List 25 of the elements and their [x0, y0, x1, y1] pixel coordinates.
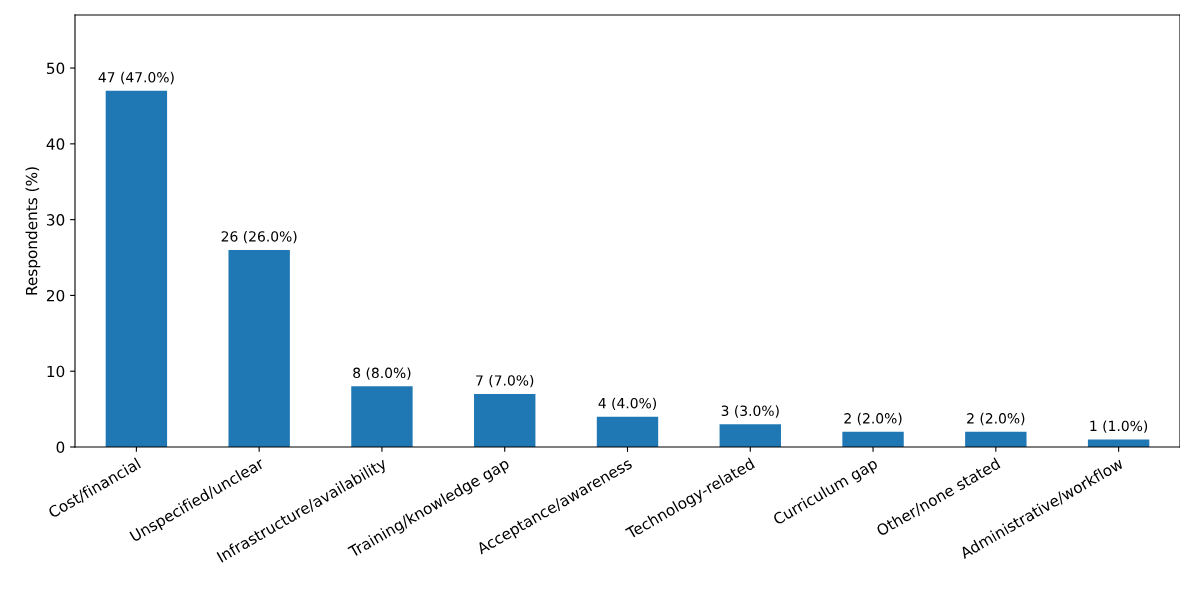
data-label: 3 (3.0%): [721, 405, 779, 418]
bar: [228, 249, 290, 447]
y-tick-label: 40: [46, 138, 65, 150]
data-label: 4 (4.0%): [598, 397, 656, 411]
bar: [105, 90, 168, 447]
y-tick-label: 50: [47, 62, 65, 75]
y-tick-label: 20: [46, 289, 65, 302]
bar: [596, 416, 659, 447]
data-label: 1 (1.0%): [1090, 420, 1148, 433]
data-label: 8 (8.0%): [353, 367, 411, 380]
y-tick-label: 0: [56, 441, 65, 454]
bar: [474, 393, 536, 447]
y-tick-label: 10: [47, 365, 65, 378]
bar: [965, 431, 1027, 447]
data-label: 2 (2.0%): [844, 412, 902, 426]
data-label: 47 (47.0%): [98, 71, 174, 85]
bar: [1087, 439, 1150, 447]
bar: [842, 431, 904, 447]
data-label: 26 (26.0%): [221, 230, 297, 244]
data-label: 7 (7.0%): [476, 374, 534, 388]
bar: [719, 424, 781, 447]
data-label: 2 (2.0%): [967, 412, 1025, 426]
y-axis-title: Respondents (%): [25, 167, 41, 295]
y-tick-label: 30: [47, 214, 65, 226]
bar: [351, 386, 413, 447]
